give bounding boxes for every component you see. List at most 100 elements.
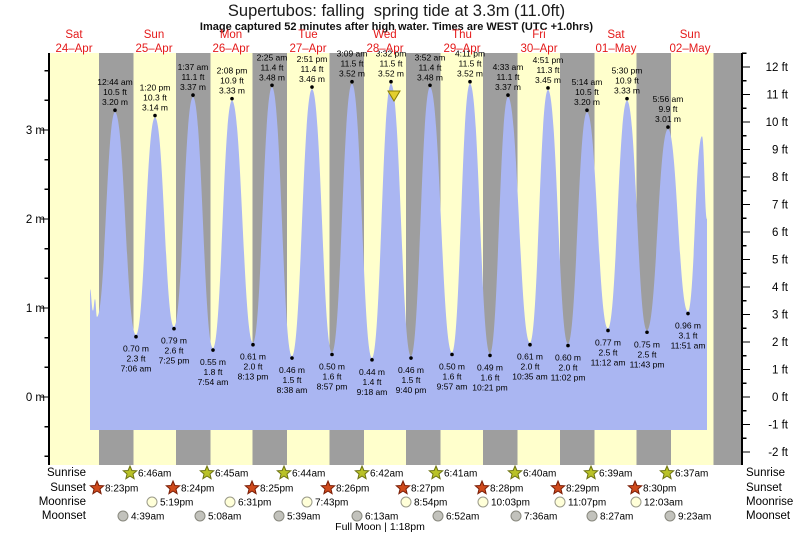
tide-extreme-dot (428, 83, 432, 88)
right-axis-label: 12 ft (766, 62, 789, 74)
sunset-star (627, 479, 643, 495)
event-time: 6:39am (599, 469, 632, 480)
right-axis-label: 2 ft (772, 337, 789, 349)
day-header-name: Fri (532, 29, 545, 41)
tide-extreme-dot (450, 352, 454, 357)
tide-extreme-dot (230, 96, 234, 101)
right-axis-label: 5 ft (772, 255, 789, 267)
event-time: 5:39am (287, 512, 320, 523)
tide-extreme-dot (310, 85, 314, 89)
tide-extreme-dot (191, 93, 195, 97)
day-header-name: Sat (65, 29, 83, 41)
moonrise-circle (477, 496, 489, 508)
event-time: 8:26pm (336, 484, 369, 495)
event-time: 8:23pm (105, 484, 138, 495)
event-time: 6:52am (446, 512, 479, 523)
low-tide-annotation: 0.61 m 2.0 ft 8:13 pm (238, 352, 269, 382)
low-tide-annotation: 0.46 m 1.5 ft 8:38 am (277, 365, 308, 395)
event-time: 5:19pm (160, 498, 193, 509)
event-time: 8:54pm (414, 498, 447, 509)
left-axis-label: 0 m (26, 392, 45, 404)
moonset-circle (194, 510, 206, 522)
tide-extreme-dot (528, 342, 532, 347)
right-axis-label: -1 ft (768, 420, 789, 432)
day-header-date: 01–May (596, 43, 637, 55)
tide-extreme-dot (625, 96, 629, 101)
event-time: 8:27am (600, 512, 633, 523)
high-tide-annotation: 5:14 am 10.5 ft 3.20 m (572, 77, 603, 107)
high-tide-annotation: 4:11 pm 11.5 ft 3.52 m (455, 49, 485, 79)
sunset-star (550, 479, 566, 495)
sunrise-star (354, 464, 370, 480)
tide-extreme-dot (113, 108, 117, 112)
sunset-star (165, 479, 181, 495)
event-time: 8:29pm (566, 484, 599, 495)
high-tide-annotation: 12:44 am 10.5 ft 3.20 m (97, 77, 132, 107)
event-time: 12:03am (644, 498, 683, 509)
tide-extreme-dot (370, 358, 374, 362)
high-tide-annotation: 5:30 pm 10.9 ft 3.33 m (612, 66, 643, 96)
tide-extreme-dot (409, 356, 413, 360)
day-header-date: 02–May (670, 43, 711, 55)
right-axis-label: 4 ft (772, 282, 789, 294)
day-header-date: 30–Apr (520, 43, 557, 55)
event-time: 6:40am (523, 469, 556, 480)
high-tide-annotation: 1:20 pm 10.3 ft 3.14 m (140, 83, 171, 113)
right-axis-label: 7 ft (772, 200, 789, 212)
tide-extreme-dot (290, 356, 294, 360)
sunrise-star (583, 464, 599, 480)
high-tide-annotation: 4:33 am 11.1 ft 3.37 m (493, 62, 524, 92)
event-time: 7:36am (524, 512, 557, 523)
event-time: 5:08am (208, 512, 241, 523)
tide-extreme-dot (566, 343, 570, 348)
tide-extreme-dot (506, 93, 510, 97)
event-time: 6:44am (292, 469, 325, 480)
tide-extreme-dot (211, 348, 215, 352)
moonrise-row-label-right: Moonrise (746, 496, 793, 508)
right-axis-label: 10 ft (766, 117, 789, 129)
sunrise-row-label: Sunrise (47, 467, 86, 479)
tide-extreme-dot (153, 113, 157, 118)
right-axis-label: 3 ft (772, 310, 789, 322)
event-time: 7:43pm (315, 498, 348, 509)
night-band (713, 53, 742, 465)
high-tide-annotation: 4:51 pm 11.3 ft 3.45 m (533, 55, 564, 85)
high-tide-annotation: 3:32 pm 11.5 ft 3.52 m (376, 49, 407, 79)
tide-extreme-dot (350, 79, 354, 84)
low-tide-annotation: 0.44 m 1.4 ft 9:18 am (357, 367, 388, 397)
high-tide-annotation: 3:52 am 11.4 ft 3.48 m (415, 52, 446, 82)
event-time: 6:37am (675, 469, 708, 480)
moonset-circle (586, 510, 598, 522)
low-tide-annotation: 0.55 m 1.8 ft 7:54 am (198, 357, 229, 387)
event-time: 6:41am (444, 469, 477, 480)
right-axis-label: 11 ft (766, 90, 788, 102)
moonrise-circle (630, 496, 642, 508)
low-tide-annotation: 0.75 m 2.5 ft 11:43 pm (630, 339, 665, 369)
right-axis-label: 8 ft (772, 172, 789, 184)
day-header-name: Wed (373, 29, 396, 41)
tide-extreme-dot (666, 125, 670, 129)
event-time: 6:42am (370, 469, 403, 480)
sunset-star (474, 479, 490, 495)
low-tide-annotation: 0.79 m 2.6 ft 7:25 pm (159, 336, 190, 366)
left-axis-label: 1 m (26, 303, 45, 315)
sunset-star (244, 479, 260, 495)
tide-extreme-dot (389, 79, 393, 84)
day-header-date: 29–Apr (443, 43, 480, 55)
sunrise-star (507, 464, 523, 480)
event-time: 9:23am (678, 512, 711, 523)
event-time: 8:27pm (411, 484, 444, 495)
tide-extreme-dot (606, 328, 610, 333)
moonset-circle (664, 510, 676, 522)
tide-area (90, 83, 707, 430)
moonrise-circle (301, 496, 313, 508)
sunrise-star (428, 464, 444, 480)
moonrise-row-label: Moonrise (38, 496, 86, 508)
moonrise-circle (400, 496, 412, 508)
sunset-row-label: Sunset (50, 482, 86, 494)
event-time: 11:07pm (568, 498, 606, 509)
high-tide-annotation: 2:25 am 11.4 ft 3.48 m (257, 52, 288, 82)
event-time: 6:31pm (238, 498, 271, 509)
moon-phase-note: Full Moon | 1:18pm (335, 521, 425, 533)
